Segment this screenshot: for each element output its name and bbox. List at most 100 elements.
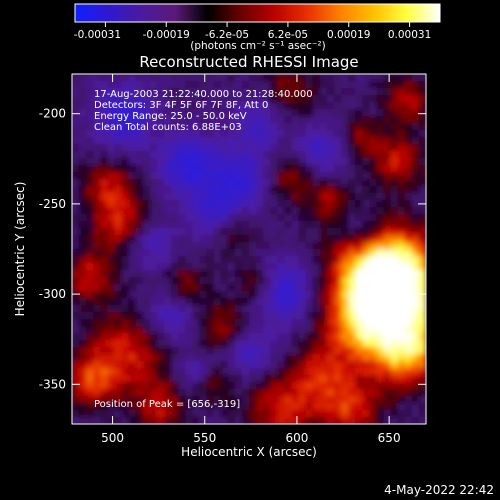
heatmap-cell [135,326,144,334]
heatmap-cell [100,326,108,334]
heatmap-cell [128,361,137,369]
heatmap-cell [326,102,335,110]
heatmap-cell [178,375,186,383]
heatmap-cell [192,158,201,166]
heatmap-cell [107,375,116,383]
heatmap-cell [114,291,123,299]
heatmap-cell [199,235,208,243]
heatmap-cell [397,116,406,124]
heatmap-cell [178,284,186,292]
heatmap-cell [86,179,94,187]
heatmap-cell [369,410,378,418]
heatmap-cell [305,165,314,173]
heatmap-cell [404,221,413,229]
heatmap-cell [362,179,370,187]
heatmap-cell [355,193,363,201]
heatmap-cell [142,312,151,320]
heatmap-cell [418,109,426,117]
heatmap-cell [227,151,236,159]
heatmap-cell [284,396,293,404]
heatmap-cell [199,214,208,222]
heatmap-cell [263,410,271,418]
heatmap-cell [390,382,399,390]
heatmap-cell [241,263,250,271]
heatmap-cell [256,186,264,194]
heatmap-cell [128,228,137,236]
heatmap-cell [355,165,363,173]
heatmap-cell [185,333,193,341]
heatmap-cell [312,375,321,383]
heatmap-cell [79,333,87,341]
heatmap-cell [128,256,137,264]
heatmap-cell [404,354,413,362]
heatmap-cell [135,172,144,180]
heatmap-cell [256,270,264,278]
heatmap-cell [213,319,222,327]
heatmap-cell [418,396,426,404]
heatmap-cell [199,179,208,187]
heatmap-cell [72,151,80,159]
heatmap-cell [256,298,264,306]
heatmap-cell [220,200,229,208]
heatmap-cell [192,333,201,341]
heatmap-cell [107,95,116,103]
heatmap-cell [277,291,285,299]
heatmap-cell [178,179,186,187]
heatmap-cell [142,88,151,96]
heatmap-cell [326,207,335,215]
heatmap-cell [390,242,399,250]
heatmap-cell [376,172,385,180]
heatmap-cell [100,312,108,320]
heatmap-cell [298,312,307,320]
heatmap-cell [227,214,236,222]
y-axis-label: Heliocentric Y (arcsec) [13,182,27,317]
heatmap-cell [362,193,370,201]
heatmap-cell [305,298,314,306]
heatmap-cell [277,270,285,278]
heatmap-cell [362,326,370,334]
heatmap-cell [213,284,222,292]
heatmap-cell [206,214,215,222]
heatmap-cell [355,340,363,348]
heatmap-cell [284,361,293,369]
heatmap-cell [206,179,215,187]
heatmap-cell [234,361,243,369]
heatmap-cell [390,186,399,194]
heatmap-cell [220,396,229,404]
heatmap-cell [206,193,215,201]
heatmap-cell [284,88,293,96]
heatmap-cell [277,81,285,89]
heatmap-cell [156,354,165,362]
heatmap-cell [241,158,250,166]
heatmap-cell [164,214,172,222]
heatmap-cell [227,298,236,306]
heatmap-cell [227,389,236,397]
heatmap-cell [277,389,285,397]
heatmap-cell [156,81,165,89]
heatmap-cell [185,200,193,208]
heatmap-cell [291,333,300,341]
heatmap-cell [114,81,123,89]
heatmap-cell [156,277,165,285]
heatmap-cell [369,305,378,313]
heatmap-cell [348,172,356,180]
heatmap-cell [206,382,215,390]
heatmap-cell [72,88,80,96]
heatmap-cell [298,88,307,96]
heatmap-cell [156,305,165,313]
heatmap-cell [234,396,243,404]
heatmap-cell [93,291,101,299]
heatmap-cell [142,214,151,222]
heatmap-cell [121,284,130,292]
heatmap-cell [411,235,420,243]
heatmap-cell [418,186,426,194]
heatmap-cell [298,144,307,152]
heatmap-cell [93,263,101,271]
heatmap-cell [362,389,370,397]
heatmap-cell [185,277,193,285]
heatmap-cell [220,158,229,166]
heatmap-cell [114,319,123,327]
heatmap-cell [383,193,392,201]
heatmap-cell [93,375,101,383]
heatmap-cell [86,354,94,362]
